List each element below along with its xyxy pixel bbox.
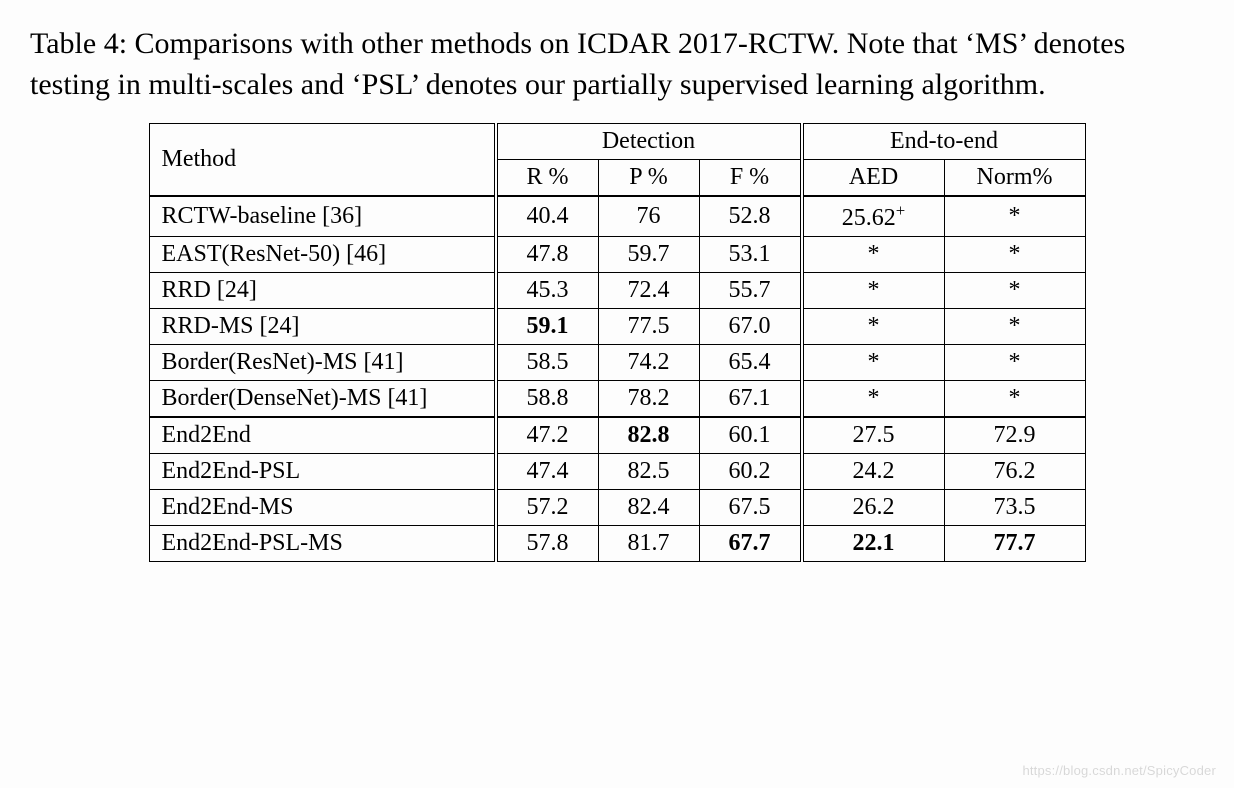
cell-norm: * xyxy=(944,381,1085,418)
cell-p: 59.7 xyxy=(598,237,699,273)
col-p: P % xyxy=(598,160,699,197)
cell-f: 67.7 xyxy=(699,526,802,562)
table-row: End2End-PSL47.482.560.224.276.2 xyxy=(149,454,1085,490)
cell-f: 67.0 xyxy=(699,309,802,345)
cell-r: 59.1 xyxy=(496,309,599,345)
cell-f: 55.7 xyxy=(699,273,802,309)
cell-r: 47.8 xyxy=(496,237,599,273)
table-row: EAST(ResNet-50) [46]47.859.753.1** xyxy=(149,237,1085,273)
cell-method: End2End-MS xyxy=(149,490,496,526)
col-norm: Norm% xyxy=(944,160,1085,197)
cell-aed: * xyxy=(802,273,945,309)
cell-f: 60.2 xyxy=(699,454,802,490)
cell-method: End2End-PSL xyxy=(149,454,496,490)
cell-p: 74.2 xyxy=(598,345,699,381)
cell-norm: * xyxy=(944,273,1085,309)
cell-p: 72.4 xyxy=(598,273,699,309)
cell-r: 57.2 xyxy=(496,490,599,526)
cell-method: Border(ResNet)-MS [41] xyxy=(149,345,496,381)
table-row: RRD [24]45.372.455.7** xyxy=(149,273,1085,309)
cell-aed: 25.62+ xyxy=(802,196,945,237)
table-row: RRD-MS [24]59.177.567.0** xyxy=(149,309,1085,345)
cell-p: 81.7 xyxy=(598,526,699,562)
cell-aed: * xyxy=(802,381,945,418)
cell-norm: * xyxy=(944,237,1085,273)
cell-r: 47.2 xyxy=(496,417,599,454)
cell-aed: 22.1 xyxy=(802,526,945,562)
cell-method: End2End-PSL-MS xyxy=(149,526,496,562)
cell-method: EAST(ResNet-50) [46] xyxy=(149,237,496,273)
cell-p: 82.4 xyxy=(598,490,699,526)
cell-p: 78.2 xyxy=(598,381,699,418)
cell-aed: 24.2 xyxy=(802,454,945,490)
cell-aed: 27.5 xyxy=(802,417,945,454)
table-row: End2End-PSL-MS57.881.767.722.177.7 xyxy=(149,526,1085,562)
cell-r: 45.3 xyxy=(496,273,599,309)
header-row-1: Method Detection End-to-end xyxy=(149,124,1085,160)
cell-r: 58.8 xyxy=(496,381,599,418)
cell-aed: * xyxy=(802,237,945,273)
cell-r: 40.4 xyxy=(496,196,599,237)
cell-norm: 76.2 xyxy=(944,454,1085,490)
cell-aed: * xyxy=(802,345,945,381)
cell-method: RCTW-baseline [36] xyxy=(149,196,496,237)
table-row: End2End-MS57.282.467.526.273.5 xyxy=(149,490,1085,526)
col-f: F % xyxy=(699,160,802,197)
col-r: R % xyxy=(496,160,599,197)
cell-r: 57.8 xyxy=(496,526,599,562)
cell-norm: * xyxy=(944,309,1085,345)
col-detection: Detection xyxy=(496,124,802,160)
cell-p: 77.5 xyxy=(598,309,699,345)
table-caption: Table 4: Comparisons with other methods … xyxy=(30,24,1204,105)
cell-aed: * xyxy=(802,309,945,345)
cell-aed: 26.2 xyxy=(802,490,945,526)
table-row: Border(ResNet)-MS [41]58.574.265.4** xyxy=(149,345,1085,381)
cell-norm: 77.7 xyxy=(944,526,1085,562)
results-table: Method Detection End-to-end R % P % F % … xyxy=(149,123,1086,562)
table-row: End2End47.282.860.127.572.9 xyxy=(149,417,1085,454)
table-row: RCTW-baseline [36]40.47652.825.62+* xyxy=(149,196,1085,237)
cell-method: Border(DenseNet)-MS [41] xyxy=(149,381,496,418)
cell-f: 67.5 xyxy=(699,490,802,526)
cell-method: End2End xyxy=(149,417,496,454)
cell-p: 76 xyxy=(598,196,699,237)
cell-f: 67.1 xyxy=(699,381,802,418)
col-end-to-end: End-to-end xyxy=(802,124,1086,160)
cell-f: 52.8 xyxy=(699,196,802,237)
cell-r: 58.5 xyxy=(496,345,599,381)
cell-norm: * xyxy=(944,196,1085,237)
cell-f: 53.1 xyxy=(699,237,802,273)
cell-norm: * xyxy=(944,345,1085,381)
cell-norm: 72.9 xyxy=(944,417,1085,454)
cell-method: RRD-MS [24] xyxy=(149,309,496,345)
cell-f: 65.4 xyxy=(699,345,802,381)
watermark: https://blog.csdn.net/SpicyCoder xyxy=(1022,763,1216,778)
table-body: RCTW-baseline [36]40.47652.825.62+*EAST(… xyxy=(149,196,1085,562)
cell-f: 60.1 xyxy=(699,417,802,454)
table-row: Border(DenseNet)-MS [41]58.878.267.1** xyxy=(149,381,1085,418)
cell-norm: 73.5 xyxy=(944,490,1085,526)
col-method: Method xyxy=(149,124,496,197)
cell-r: 47.4 xyxy=(496,454,599,490)
cell-method: RRD [24] xyxy=(149,273,496,309)
col-aed: AED xyxy=(802,160,945,197)
cell-p: 82.8 xyxy=(598,417,699,454)
cell-p: 82.5 xyxy=(598,454,699,490)
